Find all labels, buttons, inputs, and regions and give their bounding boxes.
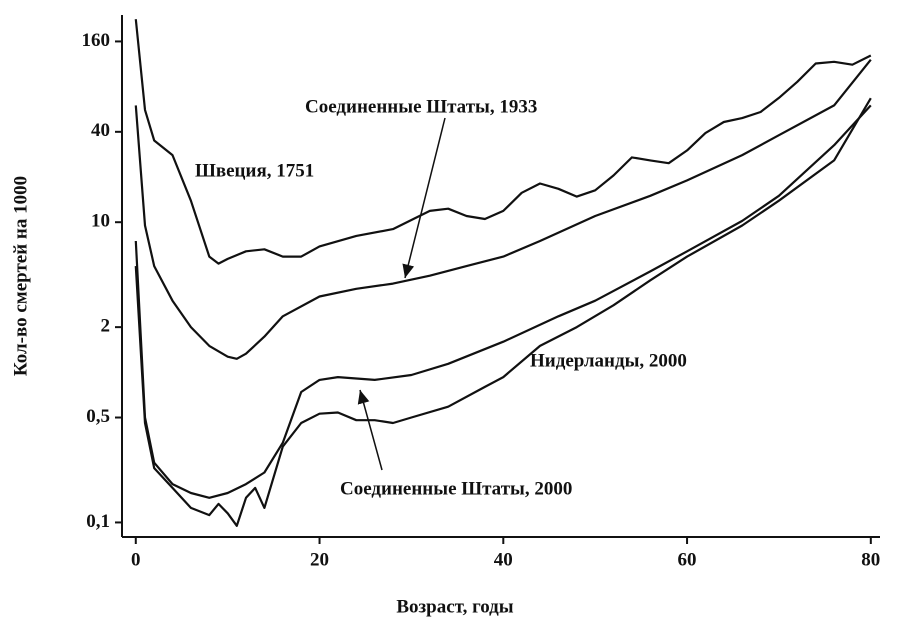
x-tick-label: 60 (678, 549, 697, 570)
annotation-arrow (402, 117, 446, 279)
series-label: Соединенные Штаты, 2000 (340, 478, 572, 499)
x-tick-label: 80 (861, 549, 880, 570)
series-label: Соединенные Штаты, 1933 (305, 96, 537, 117)
series-line (134, 59, 872, 360)
y-tick-label: 10 (91, 211, 110, 232)
series-line (134, 19, 872, 265)
x-tick-label: 0 (131, 549, 141, 570)
x-axis-label: Возраст, годы (396, 596, 513, 617)
y-tick-label: 160 (82, 30, 111, 51)
y-tick-label: 0,1 (86, 511, 110, 532)
x-tick-label: 40 (494, 549, 513, 570)
series-label: Швеция, 1751 (195, 160, 314, 181)
y-tick-label: 2 (101, 315, 111, 336)
series-label: Нидерланды, 2000 (530, 350, 687, 371)
series-line (134, 97, 872, 527)
annotation-arrow (357, 389, 383, 471)
y-axis-label: Кол-во смертей на 1000 (10, 176, 31, 376)
series-line (134, 104, 872, 499)
y-tick-label: 0,5 (86, 406, 110, 427)
y-tick-label: 40 (91, 120, 110, 141)
x-tick-label: 20 (310, 549, 329, 570)
